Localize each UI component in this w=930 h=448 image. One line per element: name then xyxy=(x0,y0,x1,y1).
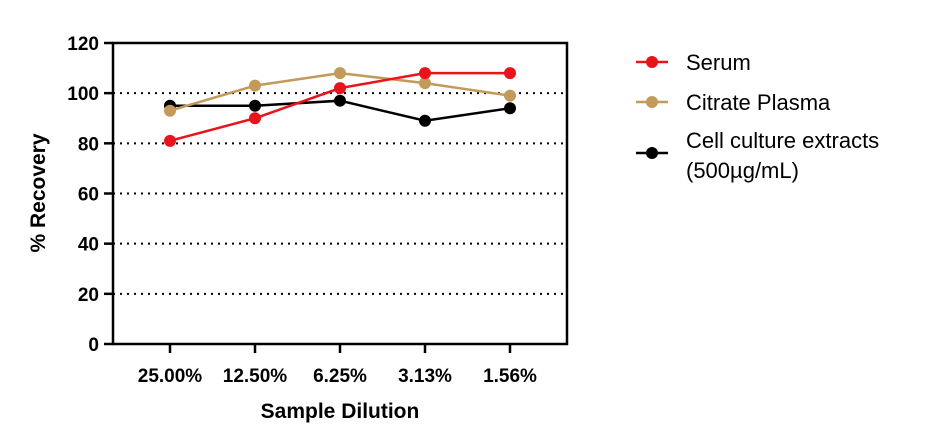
legend-label: Cell culture extracts xyxy=(686,128,879,153)
series-layer xyxy=(164,67,516,147)
data-point xyxy=(419,77,431,90)
x-tick-label: 3.13% xyxy=(398,366,452,387)
data-point xyxy=(334,67,346,80)
x-tick-label: 1.56% xyxy=(483,366,537,387)
legend-marker xyxy=(646,147,658,159)
legend-entry: Citrate Plasma xyxy=(636,90,831,115)
x-tick-label: 12.50% xyxy=(223,366,288,387)
data-point xyxy=(249,79,261,92)
tick-labels: 0 20 40 60 80 100 120 25.00% 12.50% 6.25% 3.13% 1.5… xyxy=(67,34,537,387)
legend-marker xyxy=(646,56,658,68)
data-point xyxy=(334,82,346,95)
y-axis-title: % Recovery xyxy=(27,133,50,252)
y-tick-label: 100 xyxy=(67,84,99,105)
data-point xyxy=(164,104,176,117)
legend: Serum Citrate Plasma Cell culture extracts… xyxy=(636,50,879,183)
x-axis-title: Sample Dilution xyxy=(261,400,420,423)
legend-entry: Cell culture extracts (500µg/mL) xyxy=(636,128,879,183)
y-tick-label: 20 xyxy=(78,285,99,306)
legend-label: (500µg/mL) xyxy=(686,158,799,183)
legend-entry: Serum xyxy=(636,50,751,75)
data-point xyxy=(334,94,346,107)
data-point xyxy=(504,89,516,102)
legend-label: Serum xyxy=(686,50,751,75)
grid-lines xyxy=(113,92,567,295)
data-point xyxy=(419,114,431,127)
data-point xyxy=(504,102,516,115)
series-0 xyxy=(164,67,516,147)
y-tick-label: 60 xyxy=(78,185,99,206)
series-1 xyxy=(164,67,516,117)
x-tick-label: 6.25% xyxy=(313,366,367,387)
legend-marker xyxy=(646,96,658,108)
x-tick-label: 25.00% xyxy=(138,366,203,387)
y-tick-label: 80 xyxy=(78,134,99,155)
series-2 xyxy=(164,94,516,127)
legend-label: Citrate Plasma xyxy=(686,90,831,115)
data-point xyxy=(164,134,176,147)
axes xyxy=(104,41,569,353)
y-tick-label: 120 xyxy=(67,34,99,55)
data-point xyxy=(249,99,261,112)
data-point xyxy=(504,67,516,80)
data-point xyxy=(249,112,261,125)
y-tick-label: 0 xyxy=(88,335,99,356)
y-tick-label: 40 xyxy=(78,235,99,256)
data-point xyxy=(419,67,431,80)
